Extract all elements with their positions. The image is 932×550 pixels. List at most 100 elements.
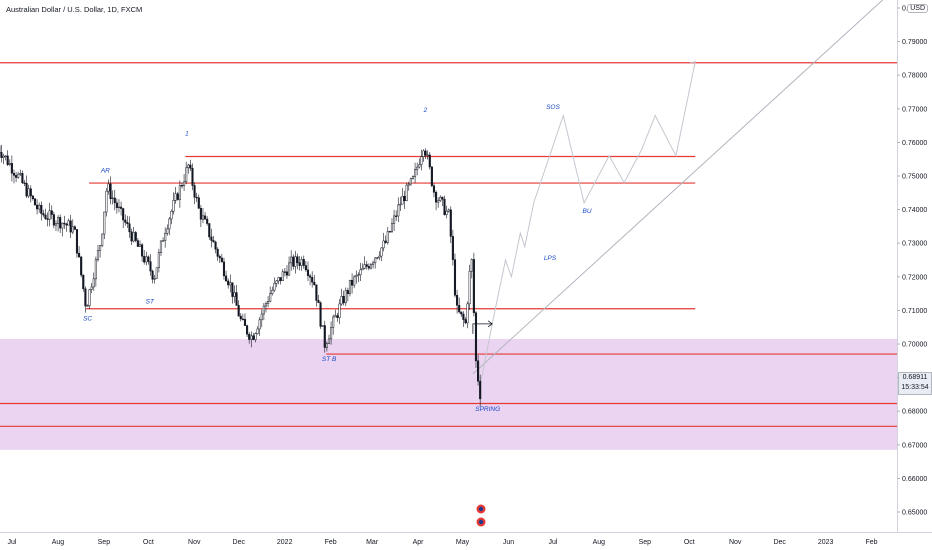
candle-body <box>445 210 448 215</box>
candle-body <box>304 265 307 271</box>
candle-body <box>424 150 427 156</box>
candle-body <box>187 164 190 169</box>
candle-body <box>59 217 62 229</box>
candle-body <box>269 293 272 302</box>
economic-event-icon-inner <box>478 519 484 525</box>
candle-body <box>281 271 284 281</box>
candle-body <box>403 195 406 201</box>
candle-body <box>170 211 173 220</box>
candle-body <box>138 244 142 247</box>
candle-body <box>147 256 150 262</box>
x-tick-label: Nov <box>188 539 201 546</box>
candle-body <box>449 209 452 237</box>
candle-body <box>189 164 192 169</box>
candle-body <box>178 185 181 200</box>
wyckoff-label: 1 <box>185 131 189 138</box>
candle-body <box>367 266 370 269</box>
candle-body <box>208 223 211 238</box>
candle-body <box>71 226 74 233</box>
candle-body <box>372 262 375 265</box>
event-icons[interactable] <box>476 504 486 527</box>
y-tick-label: 0.67000 <box>902 442 927 449</box>
candle-body <box>88 289 91 306</box>
candle-body <box>185 167 188 183</box>
candle-body <box>365 264 368 267</box>
candle-body <box>151 270 154 280</box>
candle-body <box>61 222 64 229</box>
candle-body <box>374 257 377 264</box>
candle-body <box>33 198 37 206</box>
x-tick-label: Oct <box>143 539 154 546</box>
candle-body <box>63 222 66 225</box>
candle-body <box>279 277 282 281</box>
candle-body <box>292 256 295 267</box>
candle-body <box>180 185 184 187</box>
projection-layer <box>472 61 696 385</box>
last-price-value: 0.68911 <box>902 374 928 381</box>
candle-body <box>363 264 366 269</box>
candle-body <box>409 178 412 185</box>
candle-body <box>311 277 314 283</box>
x-axis[interactable]: Jul Aug Sep Oct Nov Dec 2022 Feb Mar Apr May Jun Jul… <box>8 539 878 546</box>
candle-body <box>73 226 76 230</box>
candle-body <box>40 204 43 214</box>
breakout-arrow <box>472 323 493 334</box>
candle-body <box>99 245 102 251</box>
candle-body <box>262 305 265 315</box>
candle-body <box>466 303 469 324</box>
wyckoff-label: 2 <box>423 107 428 114</box>
candle-body <box>212 240 215 243</box>
candle-body <box>84 288 87 307</box>
candle-body <box>393 215 396 224</box>
candle-body <box>54 223 58 226</box>
candle-body <box>271 289 274 294</box>
candle-body <box>168 218 171 230</box>
candle-body <box>136 240 139 247</box>
candle-body <box>428 154 431 168</box>
candle-body <box>113 197 116 204</box>
candle-body <box>36 204 39 210</box>
x-tick-label: Sep <box>98 539 111 546</box>
candle-body <box>75 229 79 254</box>
candle-body <box>277 277 280 282</box>
candle-body <box>103 211 106 235</box>
candle-body <box>441 196 444 200</box>
x-tick-label: Sep <box>639 539 652 546</box>
candle-body <box>258 319 261 330</box>
candle-body <box>437 200 440 203</box>
y-axis[interactable]: 0.650000.660000.670000.680000.690000.700… <box>897 6 927 517</box>
candle-body <box>229 282 232 286</box>
candle-body <box>439 196 442 202</box>
wyckoff-label: AR <box>100 168 110 175</box>
candle-body <box>479 380 482 400</box>
candle-body <box>420 156 423 165</box>
x-tick-label: May <box>456 539 470 546</box>
candle-body <box>275 280 278 284</box>
candle-body <box>416 166 419 170</box>
y-tick-label: 0.77000 <box>902 106 927 113</box>
candle-body <box>348 279 352 294</box>
currency-badge[interactable]: USD <box>907 4 928 13</box>
x-tick-label: Oct <box>684 539 695 546</box>
projected-path-arrowhead <box>690 61 696 67</box>
y-tick-label: 0.70000 <box>902 342 927 349</box>
candle-body <box>435 192 438 203</box>
wyckoff-label: SC <box>83 315 92 322</box>
candle-body <box>456 294 459 306</box>
candle-body <box>25 182 28 197</box>
candle-body <box>397 204 400 217</box>
candle-body <box>126 222 129 224</box>
candle-body <box>405 184 408 201</box>
candle-body <box>353 276 356 286</box>
candle-body <box>222 261 226 277</box>
candle-body <box>241 318 244 320</box>
x-tick-label: Aug <box>52 539 65 546</box>
candle-body <box>157 252 160 268</box>
candle-body <box>92 278 95 288</box>
candle-body <box>52 214 55 226</box>
candle-body <box>252 335 255 340</box>
candle-body <box>237 305 240 317</box>
candle-body <box>359 269 362 276</box>
candle-body <box>143 255 146 263</box>
